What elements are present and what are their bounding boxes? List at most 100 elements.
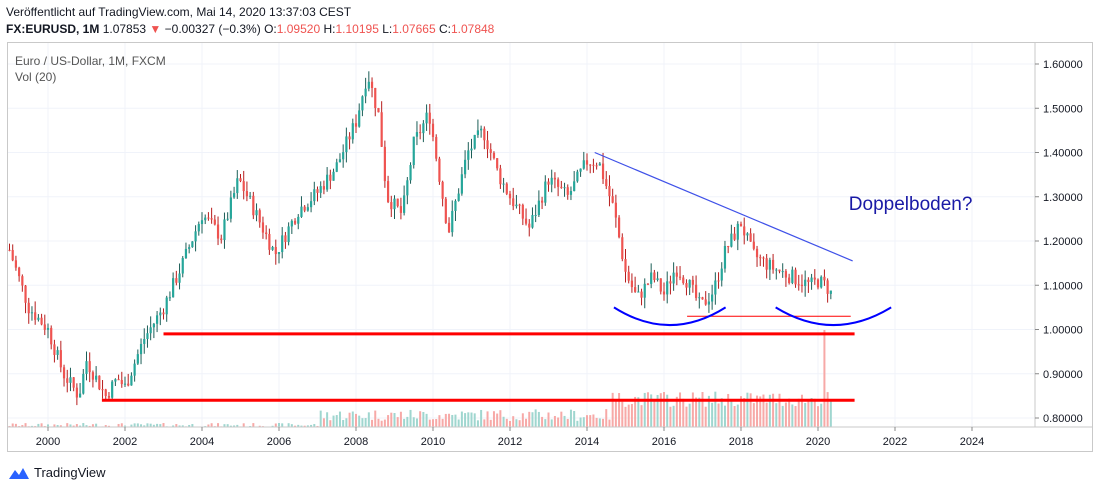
volume-bar <box>663 392 665 427</box>
candle-body <box>640 291 643 298</box>
volume-bar <box>412 417 415 427</box>
candle-body <box>66 378 69 383</box>
volume-bar <box>762 394 765 427</box>
candle-body <box>595 165 598 167</box>
chart-frame[interactable] <box>7 42 1093 452</box>
volume-bar <box>675 396 678 427</box>
candle-body <box>444 198 447 223</box>
volume-bar <box>621 401 624 427</box>
volume-bar <box>303 425 306 427</box>
candle-body <box>139 343 143 355</box>
ohlc-line: FX:EURUSD, 1M 1.07853 ▼ −0.00327 (−0.3%)… <box>6 21 1006 37</box>
volume-bar <box>229 425 232 427</box>
candle-body <box>53 344 56 355</box>
candle-body <box>399 206 403 213</box>
candle-body <box>258 210 261 223</box>
candle-body <box>714 280 717 295</box>
volume-bar <box>624 406 627 427</box>
candle-body <box>524 218 528 224</box>
candle-body <box>271 247 274 250</box>
drawings <box>101 151 892 402</box>
candle-body <box>220 238 223 241</box>
volume-bar <box>258 425 261 427</box>
candle-body <box>155 315 159 324</box>
volume-bar <box>425 413 428 427</box>
volume-bar <box>499 410 502 427</box>
candle-body <box>8 249 11 251</box>
volume-bar <box>236 424 239 427</box>
volume-bar <box>470 412 473 427</box>
candle-body <box>30 312 34 314</box>
candle-body <box>823 276 826 281</box>
volume-bar <box>178 425 181 427</box>
volume-bar <box>130 424 133 427</box>
volume-bar <box>788 398 791 427</box>
low-value: 1.07665 <box>392 22 436 36</box>
candle-body <box>810 277 813 283</box>
volume-bar <box>82 423 85 427</box>
volume-bar <box>759 396 762 427</box>
candle-body <box>634 287 637 292</box>
close-value: 1.07848 <box>450 22 495 36</box>
candle-body <box>127 383 130 386</box>
volume-bar <box>159 424 162 427</box>
candle-body <box>123 383 127 385</box>
candle-body <box>457 193 460 201</box>
volume-bar <box>579 417 582 427</box>
candle-body <box>553 177 557 180</box>
candle-body <box>736 223 739 240</box>
candle-body <box>162 312 165 315</box>
candle-body <box>534 214 537 216</box>
candle-body <box>188 247 191 249</box>
volume-bar <box>56 425 59 427</box>
volume-bar <box>332 415 335 427</box>
volume-bar <box>817 406 819 427</box>
footer[interactable]: TradingView <box>8 465 106 480</box>
volume-bar <box>143 425 146 427</box>
candle-body <box>178 273 181 283</box>
volume-bar <box>438 415 441 427</box>
candle-body <box>229 197 232 219</box>
candle-body <box>662 291 666 295</box>
volume-bar <box>88 425 91 427</box>
volume-bar <box>730 399 733 427</box>
candle-body <box>704 299 707 305</box>
candle-body <box>829 290 832 294</box>
candle-body <box>34 312 37 320</box>
volume-bar <box>740 396 742 427</box>
volume-bar <box>252 423 255 427</box>
volume-bar <box>666 394 669 427</box>
volume-bar <box>608 419 611 427</box>
time-tick-label: 2006 <box>267 436 291 448</box>
candle-body <box>374 87 377 109</box>
volume-bar <box>172 425 175 427</box>
candle-body <box>409 165 412 181</box>
candle-body <box>130 375 133 386</box>
candle-body <box>454 200 457 211</box>
volume-bar <box>704 406 707 427</box>
candle-body <box>412 136 415 166</box>
volume-bar <box>66 423 69 427</box>
price-tick-label: 1.30000 <box>1043 192 1083 204</box>
volume-bar <box>451 414 454 427</box>
candle-body <box>771 259 775 270</box>
tradingview-logo-icon <box>9 467 29 479</box>
volume-bar <box>319 410 322 427</box>
candle-body <box>232 193 236 198</box>
volume-bar <box>723 405 726 427</box>
candle-body <box>265 232 268 235</box>
volume-bar <box>294 425 297 427</box>
volume-bar <box>797 398 800 427</box>
candle-body <box>261 222 265 233</box>
candle-body <box>159 312 162 316</box>
candle-body <box>691 279 694 285</box>
volume-bar <box>85 425 88 427</box>
candle-body <box>43 324 46 330</box>
last-price: 1.07853 <box>102 22 147 36</box>
volume-bar <box>582 417 585 427</box>
candle-body <box>175 278 178 283</box>
volume-bar <box>595 417 598 427</box>
volume-bar <box>380 420 383 427</box>
volume-bar <box>124 425 126 427</box>
